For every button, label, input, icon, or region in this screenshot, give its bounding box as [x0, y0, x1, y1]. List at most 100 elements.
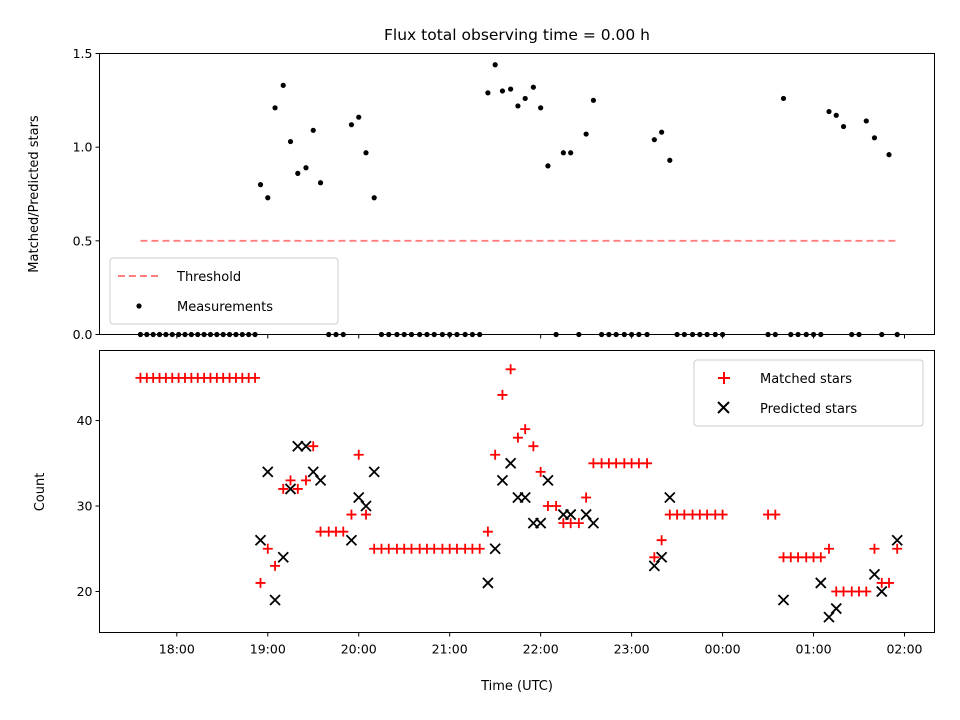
matched-star-point: [581, 492, 592, 503]
predicted-star-point: [254, 534, 267, 546]
top-y-ticks: 0.0 0.5 1.0 1.5: [73, 46, 100, 342]
matched-star-point: [869, 543, 880, 554]
bottom-y-tick-label: 20: [77, 584, 93, 599]
measurement-point: [303, 165, 309, 171]
predicted-star-point: [345, 534, 358, 546]
top-y-tick-label: 1.0: [73, 140, 93, 155]
matched-star-point: [770, 509, 781, 520]
predicted-star-point: [542, 474, 554, 487]
legend-measurements-label: Measurements: [177, 300, 273, 315]
legend-predicted-label: Predicted stars: [760, 402, 857, 417]
measurement-point: [886, 152, 892, 158]
top-legend-box: [109, 257, 339, 325]
measurement-point: [317, 180, 324, 186]
measurement-point: [863, 118, 869, 124]
x-tick-label: 18:00: [159, 642, 195, 657]
legend-matched-swatch: [718, 372, 730, 384]
measurement-point: [538, 105, 544, 111]
top-axes-frame: [99, 53, 935, 335]
predicted-star-point: [535, 517, 547, 529]
matched-star-point: [815, 552, 826, 563]
predicted-star-point: [876, 585, 888, 598]
measurement-point: [348, 122, 355, 128]
predicted-star-point: [891, 534, 903, 546]
x-tick-label: 22:00: [523, 642, 559, 657]
x-tick-label: 20:00: [341, 642, 377, 657]
measurement-point: [667, 157, 673, 163]
predicted-star-point: [830, 602, 842, 615]
predicted-star-point: [504, 457, 517, 469]
predicted-star-point: [519, 491, 531, 504]
predicted-star-point: [269, 594, 281, 606]
predicted-star-point: [314, 474, 327, 487]
x-tick-label: 21:00: [432, 642, 468, 657]
measurement-point: [371, 195, 377, 201]
measurement-point: [826, 108, 832, 115]
measurement-point: [280, 82, 286, 88]
bottom-x-ticks: 18:00 19:00 20:00 21:00 22:00 23:00 00:00 01:00…: [159, 632, 923, 657]
x-axis-label: Time (UTC): [480, 679, 553, 694]
predicted-star-point: [360, 500, 372, 512]
predicted-star-point: [655, 551, 668, 563]
matched-star-point: [528, 441, 539, 452]
measurement-point: [515, 103, 521, 109]
predicted-star-point: [300, 440, 312, 452]
matched-star-point: [346, 509, 357, 520]
predicted-star-point: [482, 577, 494, 589]
predicted-star-point: [284, 483, 297, 495]
bottom-legend-box: [693, 359, 924, 427]
top-y-tick-label: 0.0: [73, 327, 93, 342]
predicted-star-point: [664, 491, 676, 504]
measurement-point: [583, 131, 589, 137]
measurement-point: [485, 90, 491, 96]
measurement-point: [310, 127, 316, 133]
predicted-star-point: [262, 466, 274, 478]
matched-star-point: [490, 449, 501, 460]
matched-star-point: [292, 483, 303, 494]
matched-star-point: [285, 475, 296, 486]
predicted-star-point: [489, 543, 501, 555]
matched-star-point: [497, 389, 508, 400]
bottom-panel: Count Time (UTC) 20 30 40 18:00 19:00 20:00 2…: [33, 350, 935, 694]
predicted-star-point: [587, 517, 600, 529]
measurement-point: [522, 95, 528, 102]
bottom-y-ticks: 20 30 40: [77, 413, 100, 599]
matched-star-point: [717, 509, 728, 520]
predicted-star-point: [496, 474, 509, 487]
predicted-star-point: [868, 568, 881, 581]
measurement-point: [272, 105, 278, 111]
measurement-point: [545, 163, 551, 169]
matched-star-point: [361, 509, 372, 520]
predicted-star-point: [292, 440, 304, 452]
top-plot-area: [137, 62, 900, 338]
bottom-y-axis-label: Count: [33, 473, 48, 512]
legend-matched-label: Matched stars: [760, 372, 852, 387]
predicted-star-point: [368, 466, 380, 478]
top-y-tick-label: 1.5: [73, 46, 93, 61]
matched-star-point: [861, 586, 872, 597]
matched-star-point: [278, 483, 289, 494]
measurement-point: [833, 112, 839, 118]
matched-star-point: [823, 543, 834, 554]
predicted-star-point: [777, 594, 790, 606]
matched-star-point: [892, 543, 903, 554]
matched-star-point: [642, 458, 653, 469]
matched-star-point: [300, 475, 311, 486]
bottom-y-tick-label: 30: [77, 499, 93, 514]
measurement-point: [590, 97, 597, 103]
measurement-point: [356, 114, 362, 120]
measurement-point: [295, 170, 301, 176]
bottom-legend: Matched stars Predicted stars: [693, 359, 924, 427]
measurement-point: [530, 84, 536, 90]
x-tick-label: 19:00: [250, 642, 286, 657]
matched-star-point: [262, 543, 273, 554]
matched-star-point: [250, 372, 261, 383]
measurement-point: [780, 95, 787, 102]
matched-star-point: [512, 432, 523, 443]
measurement-point: [265, 195, 271, 201]
x-tick-label: 00:00: [705, 642, 741, 657]
legend-measurements-swatch: [136, 303, 142, 309]
matched-star-point: [649, 552, 660, 563]
matched-star-point: [255, 577, 266, 588]
